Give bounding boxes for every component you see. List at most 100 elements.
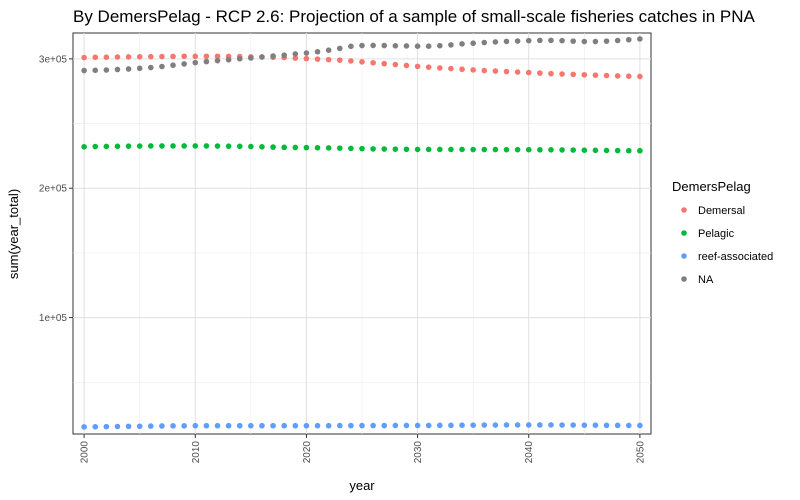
y-tick-label: 1e+05 — [39, 313, 68, 324]
point-pelagic — [325, 145, 332, 151]
point-na — [270, 53, 276, 59]
point-reef-associated — [159, 423, 165, 429]
point-reef-associated — [425, 422, 432, 429]
point-reef-associated — [637, 422, 643, 429]
point-demersal — [481, 67, 488, 74]
point-pelagic — [370, 146, 376, 152]
point-reef-associated — [514, 422, 521, 428]
point-na — [348, 43, 354, 50]
point-na — [159, 63, 165, 70]
point-na — [192, 59, 199, 66]
point-reef-associated — [603, 422, 610, 429]
point-pelagic — [136, 143, 143, 149]
point-na — [292, 51, 299, 57]
point-na — [236, 55, 243, 62]
data-points — [81, 36, 643, 430]
point-reef-associated — [248, 422, 254, 429]
point-na — [125, 66, 132, 72]
legend-label-reef-associated: reef-associated — [698, 251, 773, 263]
point-reef-associated — [192, 422, 199, 429]
point-demersal — [603, 72, 610, 79]
legend-label-pelagic: Pelagic — [698, 228, 735, 240]
point-reef-associated — [181, 423, 187, 429]
point-reef-associated — [103, 423, 110, 430]
point-na — [492, 39, 499, 45]
point-reef-associated — [270, 422, 276, 429]
point-reef-associated — [559, 422, 565, 428]
point-pelagic — [614, 147, 621, 154]
point-pelagic — [537, 147, 543, 153]
point-na — [581, 38, 588, 45]
point-demersal — [537, 70, 543, 76]
point-demersal — [637, 73, 643, 80]
point-reef-associated — [225, 422, 232, 429]
point-pelagic — [336, 145, 343, 151]
point-reef-associated — [281, 422, 287, 429]
point-demersal — [614, 73, 621, 79]
point-demersal — [525, 69, 532, 76]
point-pelagic — [459, 146, 465, 153]
point-na — [148, 64, 154, 71]
point-demersal — [503, 68, 510, 75]
point-demersal — [559, 71, 565, 77]
x-tick-label: 2010 — [191, 441, 202, 464]
point-reef-associated — [392, 422, 399, 429]
point-pelagic — [292, 144, 299, 151]
point-pelagic — [492, 146, 499, 153]
point-demersal — [448, 65, 454, 72]
point-na — [336, 45, 343, 52]
point-na — [514, 38, 521, 44]
point-na — [614, 37, 621, 44]
point-demersal — [592, 72, 599, 78]
point-na — [325, 47, 332, 54]
point-pelagic — [270, 144, 276, 150]
point-reef-associated — [581, 422, 588, 429]
point-pelagic — [125, 143, 132, 149]
point-reef-associated — [537, 422, 543, 428]
point-demersal — [214, 53, 221, 60]
point-reef-associated — [303, 422, 310, 429]
point-na — [592, 38, 599, 45]
point-na — [470, 40, 476, 47]
point-na — [248, 55, 254, 61]
point-demersal — [336, 57, 343, 63]
point-pelagic — [203, 143, 210, 149]
point-demersal — [170, 53, 176, 60]
point-demersal — [292, 55, 299, 61]
point-pelagic — [637, 147, 643, 154]
point-reef-associated — [81, 424, 87, 430]
point-na — [314, 48, 321, 55]
point-reef-associated — [525, 422, 532, 428]
point-na — [381, 42, 388, 49]
point-pelagic — [503, 146, 510, 153]
point-demersal — [548, 70, 554, 77]
point-pelagic — [281, 144, 287, 151]
point-na — [170, 62, 176, 69]
x-tick-label: 2000 — [80, 441, 91, 464]
legend-key-na — [681, 276, 687, 282]
point-na — [448, 42, 454, 48]
point-pelagic — [148, 143, 154, 149]
point-reef-associated — [492, 422, 499, 428]
point-pelagic — [159, 143, 165, 149]
legend-label-na: NA — [698, 274, 714, 286]
point-na — [214, 57, 221, 64]
point-demersal — [348, 58, 354, 64]
point-na — [525, 37, 532, 44]
point-demersal — [314, 56, 321, 62]
point-reef-associated — [314, 422, 321, 429]
point-demersal — [437, 65, 443, 71]
point-demersal — [625, 73, 632, 80]
point-demersal — [92, 54, 99, 61]
point-reef-associated — [437, 422, 443, 429]
point-pelagic — [448, 146, 454, 153]
point-pelagic — [92, 143, 99, 150]
point-demersal — [114, 54, 121, 60]
legend-key-pelagic — [681, 230, 687, 236]
point-pelagic — [303, 144, 310, 151]
x-tick-label: 2030 — [413, 441, 424, 464]
point-pelagic — [625, 147, 632, 154]
x-tick-label: 2040 — [524, 441, 535, 464]
point-na — [359, 42, 365, 49]
point-na — [559, 37, 565, 44]
